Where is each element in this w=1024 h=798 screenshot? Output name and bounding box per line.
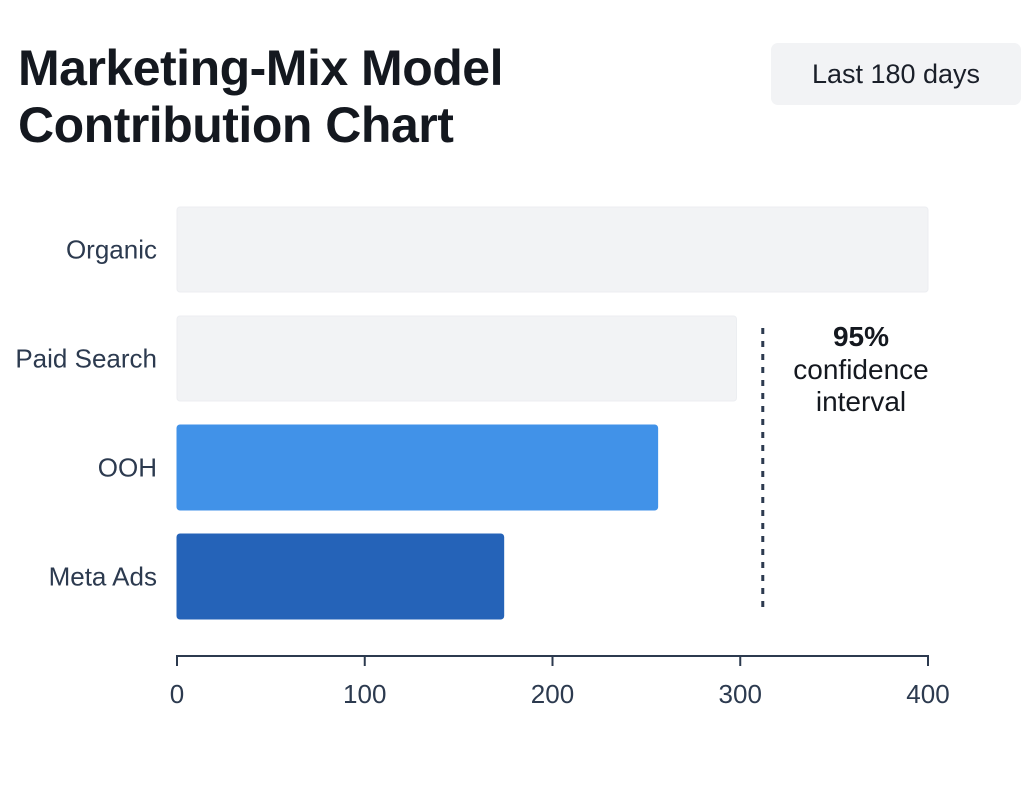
x-axis: 0 100 200 300 400 [170,655,950,709]
category-label-paid-search: Paid Search [15,344,157,374]
bar-meta-ads [176,533,505,620]
x-tick-label-300: 300 [719,679,762,709]
date-range-button[interactable]: Last 180 days [771,43,1021,105]
x-tick-label-0: 0 [170,679,184,709]
bar-paid-search [176,315,737,402]
category-label-ooh: OOH [98,453,157,483]
x-tick-label-400: 400 [906,679,949,709]
x-tick-label-200: 200 [531,679,574,709]
bar-ooh [176,424,659,511]
confidence-interval-label-2: confidence [793,354,928,385]
confidence-interval-label-3: interval [816,386,906,417]
confidence-interval-label-1: 95% [833,321,889,352]
category-label-organic: Organic [66,235,157,265]
bar-organic [176,206,929,293]
x-tick-label-100: 100 [343,679,386,709]
bars-layer [176,206,929,620]
page-title: Marketing-Mix Model Contribution Chart [18,40,503,153]
category-labels: Organic Paid Search OOH Meta Ads [15,235,157,592]
category-label-meta-ads: Meta Ads [49,562,157,592]
